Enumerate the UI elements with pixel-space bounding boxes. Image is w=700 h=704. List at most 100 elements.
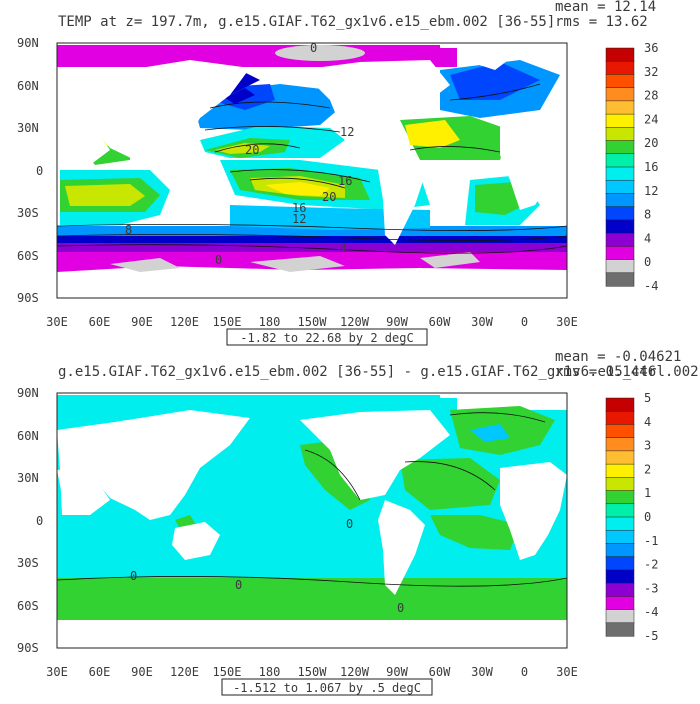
top-colorbar-swatch: [605, 246, 635, 261]
bottom-colorbar-swatch: [605, 596, 635, 611]
top-title: TEMP at z= 197.7m, g.e15.GIAF.T62_gx1v6.…: [58, 14, 555, 30]
bottom-colorbar-label: 3: [644, 439, 651, 453]
top-colorbar-label: 24: [644, 112, 658, 126]
top-map-frame: [56, 42, 568, 299]
y-tick-label: 60S: [17, 599, 39, 613]
bottom-colorbar-label: 5: [644, 391, 651, 405]
top-colorbar-label: 0: [644, 255, 651, 269]
x-tick-label: 90W: [386, 665, 408, 679]
top-contour-label: 16: [338, 174, 352, 188]
top-colorbar-swatch: [605, 272, 635, 287]
x-tick-label: 30E: [556, 665, 578, 679]
top-y-axis: 90N 60N 30N 0 30S 60S 90S: [17, 36, 43, 305]
top-colorbar-label: 4: [644, 231, 651, 245]
top-colorbar-swatch: [605, 74, 635, 89]
bottom-colorbar-swatch: [605, 622, 635, 637]
bottom-contour-label: 0: [235, 578, 242, 592]
bottom-stats-rms: rms = 0.1446: [555, 364, 656, 380]
y-tick-label: 0: [36, 164, 43, 178]
top-colorbar-swatch: [605, 219, 635, 234]
bottom-colorbar-swatch: [605, 609, 635, 624]
landmass-north-america: [300, 410, 450, 500]
top-colorbar-label: 12: [644, 184, 658, 198]
x-tick-label: 60W: [429, 315, 451, 329]
top-colorbar-label: 32: [644, 65, 658, 79]
top-map-field: 0 12 20 16 20 16 12 8 4 0: [57, 43, 567, 298]
southern-ocean-band-green: [57, 578, 567, 620]
y-tick-label: 60S: [17, 249, 39, 263]
bottom-colorbar-swatch: [605, 463, 635, 478]
bottom-y-axis: 90N 60N 30N 0 30S 60S 90S: [17, 386, 43, 655]
top-colorbar-label: 16: [644, 160, 658, 174]
x-tick-label: 120W: [340, 315, 370, 329]
bottom-stats-mean: mean = -0.04621: [555, 350, 681, 365]
bottom-colorbar: 5 4 3 2 1 0 -1 -2 -3 -4 -5: [605, 391, 658, 643]
bottom-range-box: [221, 678, 433, 696]
x-tick-label: 30E: [46, 315, 68, 329]
top-colorbar-swatch: [605, 193, 635, 208]
x-tick-label: 30E: [46, 665, 68, 679]
y-tick-label: 30S: [17, 556, 39, 570]
top-colorbar-label: 20: [644, 136, 658, 150]
x-tick-label: 60E: [89, 315, 111, 329]
bottom-colorbar-label: -5: [644, 629, 658, 643]
top-colorbar-label: 28: [644, 89, 658, 103]
top-stats-rms: rms = 13.62: [555, 14, 648, 30]
top-colorbar-swatch: [605, 166, 635, 181]
bottom-colorbar-swatch: [605, 516, 635, 531]
top-colorbar-swatch: [605, 206, 635, 221]
top-colorbar-label: 8: [644, 208, 651, 222]
top-contour-label: 0: [215, 253, 222, 267]
top-map-chart: TEMP at z= 197.7m, g.e15.GIAF.T62_gx1v6.…: [17, 0, 658, 346]
top-range-box: [226, 328, 428, 346]
top-contour-label: 20: [245, 143, 259, 157]
top-colorbar-label: -4: [644, 279, 658, 293]
y-tick-label: 30N: [17, 471, 39, 485]
top-colorbar-swatch: [605, 60, 635, 75]
top-panel: TEMP at z= 197.7m, g.e15.GIAF.T62_gx1v6.…: [0, 0, 700, 350]
top-colorbar-swatch: [605, 140, 635, 155]
top-contour-label: 8: [125, 223, 132, 237]
bottom-contour-label: 0: [346, 517, 353, 531]
x-tick-label: 90E: [131, 665, 153, 679]
bottom-colorbar-swatch: [605, 582, 635, 597]
y-tick-label: 60N: [17, 79, 39, 93]
top-contour-label: 16: [292, 201, 306, 215]
top-colorbar-swatch: [605, 100, 635, 115]
bottom-x-axis: 30E 60E 90E 120E 150E 180 150W 120W 90W …: [46, 665, 578, 679]
landmass-north-america: [300, 60, 450, 150]
x-tick-label: 0: [521, 315, 528, 329]
landmass-eurasia: [57, 60, 250, 170]
landmass-south-america: [378, 500, 425, 595]
x-tick-label: 180: [259, 315, 281, 329]
y-tick-label: 30N: [17, 121, 39, 135]
landmass-australia: [172, 172, 220, 210]
bottom-colorbar-label: -2: [644, 558, 658, 572]
bottom-colorbar-swatch: [605, 529, 635, 544]
bottom-colorbar-swatch: [605, 477, 635, 492]
bottom-colorbar-label: 1: [644, 486, 651, 500]
top-colorbar-swatch: [605, 127, 635, 142]
bottom-map-frame: [56, 392, 568, 649]
bottom-contour-label: 0: [130, 569, 137, 583]
bottom-colorbar-swatch: [605, 437, 635, 452]
y-tick-label: 60N: [17, 429, 39, 443]
landmass-africa: [500, 112, 567, 210]
x-tick-label: 90E: [131, 315, 153, 329]
bottom-title: g.e15.GIAF.T62_gx1v6.e15_ebm.002 [36-55]…: [58, 364, 699, 380]
top-x-axis: 30E 60E 90E 120E 150E 180 150W 120W 90W …: [46, 315, 578, 329]
bottom-colorbar-label: 4: [644, 415, 651, 429]
y-tick-label: 90S: [17, 291, 39, 305]
y-tick-label: 90S: [17, 641, 39, 655]
landmass-australia: [172, 522, 220, 560]
bottom-colorbar-swatch: [605, 424, 635, 439]
x-tick-label: 180: [259, 665, 281, 679]
landmass-eurasia: [57, 410, 250, 520]
bottom-colorbar-swatch: [605, 556, 635, 571]
bottom-range-label: -1.512 to 1.067 by .5 degC: [233, 681, 421, 695]
bottom-colorbar-label: -4: [644, 605, 658, 619]
x-tick-label: 90W: [386, 315, 408, 329]
bottom-colorbar-swatch: [605, 569, 635, 584]
bottom-contour-label: 0: [397, 601, 404, 615]
bottom-colorbar-label: -3: [644, 581, 658, 595]
